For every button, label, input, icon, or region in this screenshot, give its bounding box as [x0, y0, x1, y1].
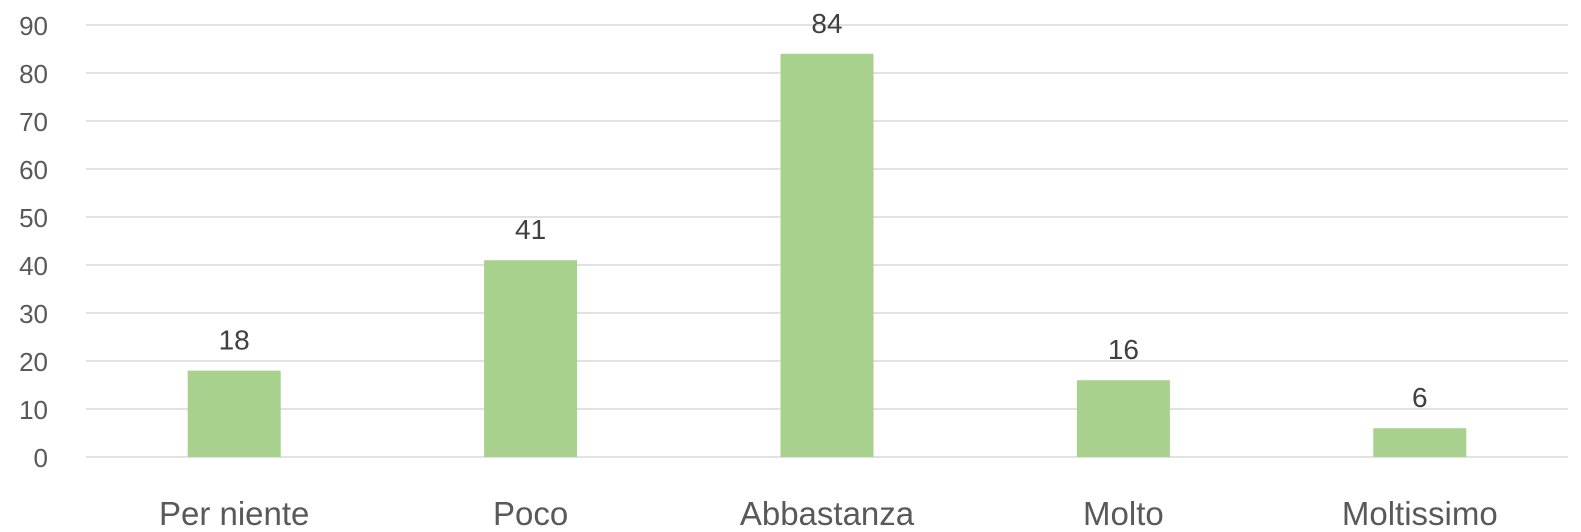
- bars: [187, 53, 1467, 458]
- bar-3: [1076, 380, 1170, 457]
- bar-2: [780, 53, 874, 458]
- y-tick-label: 30: [19, 299, 48, 329]
- y-tick-label: 60: [19, 155, 48, 185]
- data-label-2: 84: [811, 8, 842, 39]
- data-label-0: 18: [219, 325, 250, 356]
- y-tick-label: 50: [19, 203, 48, 233]
- y-tick-label: 40: [19, 251, 48, 281]
- x-axis-tick-labels: Per niente Poco Abbastanza Molto Moltissimo: [159, 495, 1498, 532]
- y-tick-label: 90: [19, 11, 48, 41]
- data-labels: 18 41 84 16 6: [219, 8, 1428, 413]
- bar-0: [187, 370, 281, 457]
- y-axis-tick-labels: 0 10 20 30 40 50 60 70 80 90: [19, 11, 48, 473]
- data-label-4: 6: [1412, 382, 1428, 413]
- x-tick-label-2: Abbastanza: [740, 495, 915, 532]
- data-label-1: 41: [515, 214, 546, 245]
- y-tick-label: 80: [19, 59, 48, 89]
- data-label-3: 16: [1108, 334, 1139, 365]
- x-tick-label-1: Poco: [493, 495, 568, 532]
- bar-1: [484, 260, 578, 457]
- y-tick-label: 10: [19, 395, 48, 425]
- y-tick-label: 20: [19, 347, 48, 377]
- x-tick-label-4: Moltissimo: [1342, 495, 1498, 532]
- x-tick-label-0: Per niente: [159, 495, 309, 532]
- y-tick-label: 70: [19, 107, 48, 137]
- bar-4: [1373, 428, 1467, 457]
- y-tick-label: 0: [34, 443, 48, 473]
- x-tick-label-3: Molto: [1083, 495, 1164, 532]
